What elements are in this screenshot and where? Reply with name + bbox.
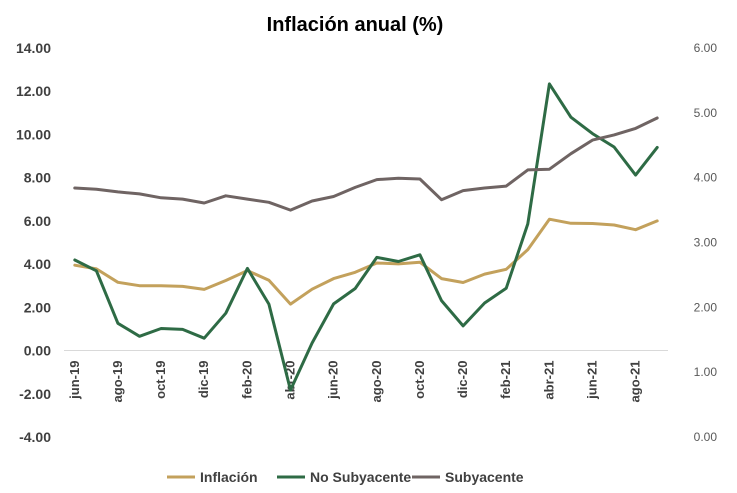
x-axis-tick-label: oct-19 [153,361,168,399]
chart-title: Inflación anual (%) [267,14,444,36]
series-line-subyacente [73,116,659,212]
x-axis-tick-label: ago-21 [628,361,643,403]
x-axis-tick-label: jun-20 [326,361,341,400]
legend: Inflación No Subyacente Subyacente [167,469,524,485]
left-axis-tick-label: 2.00 [24,299,51,315]
right-axis-tick-label: 2.00 [694,300,718,314]
legend-label: Subyacente [445,469,524,485]
right-axis-tick-label: 5.00 [694,106,718,120]
left-axis-tick-label: -4.00 [19,429,51,445]
left-axis-tick-label: 10.00 [16,126,51,142]
right-axis-tick-label: 1.00 [694,365,718,379]
left-axis-tick-labels: -4.00 -2.00 0.00 2.00 4.00 6.00 8.00 10.00 12.00… [16,40,51,445]
x-axis-tick-label: feb-21 [498,361,513,399]
x-axis-tick-labels: jun-19 ago-19 oct-19 dic-19 feb-20 abr-20 jun-… [67,361,643,403]
legend-label: Inflación [200,469,258,485]
x-axis-tick-label: dic-19 [196,361,211,399]
right-axis-tick-label: 4.00 [694,171,718,185]
left-axis-tick-label: 14.00 [16,40,51,56]
right-axis-tick-label: 6.00 [694,41,718,55]
series-line-inflación [73,217,659,306]
x-axis-tick-label: ago-20 [369,361,384,403]
left-axis-tick-label: 12.00 [16,83,51,99]
left-axis-tick-label: 0.00 [24,343,51,359]
x-axis-tick-label: oct-20 [412,361,427,399]
right-axis-tick-label: 0.00 [694,430,718,444]
x-axis-tick-label: feb-20 [239,361,254,399]
x-axis-tick-label: ago-19 [110,361,125,403]
right-axis-tick-labels: 0.00 1.00 2.00 3.00 4.00 5.00 6.00 [694,41,718,444]
left-axis-tick-label: 4.00 [24,256,51,272]
left-axis-tick-label: 8.00 [24,170,51,186]
right-axis-tick-label: 3.00 [694,236,718,250]
x-axis-tick-label: jun-21 [585,361,600,400]
series-lines [73,82,659,392]
x-axis-tick-label: abr-21 [541,361,556,400]
x-axis-tick-label: jun-19 [67,361,82,400]
left-axis-tick-label: -2.00 [19,386,51,402]
x-axis-tick-label: dic-20 [455,361,470,399]
series-line-no-subyacente [73,82,659,392]
left-axis-tick-label: 6.00 [24,213,51,229]
legend-label: No Subyacente [310,469,411,485]
